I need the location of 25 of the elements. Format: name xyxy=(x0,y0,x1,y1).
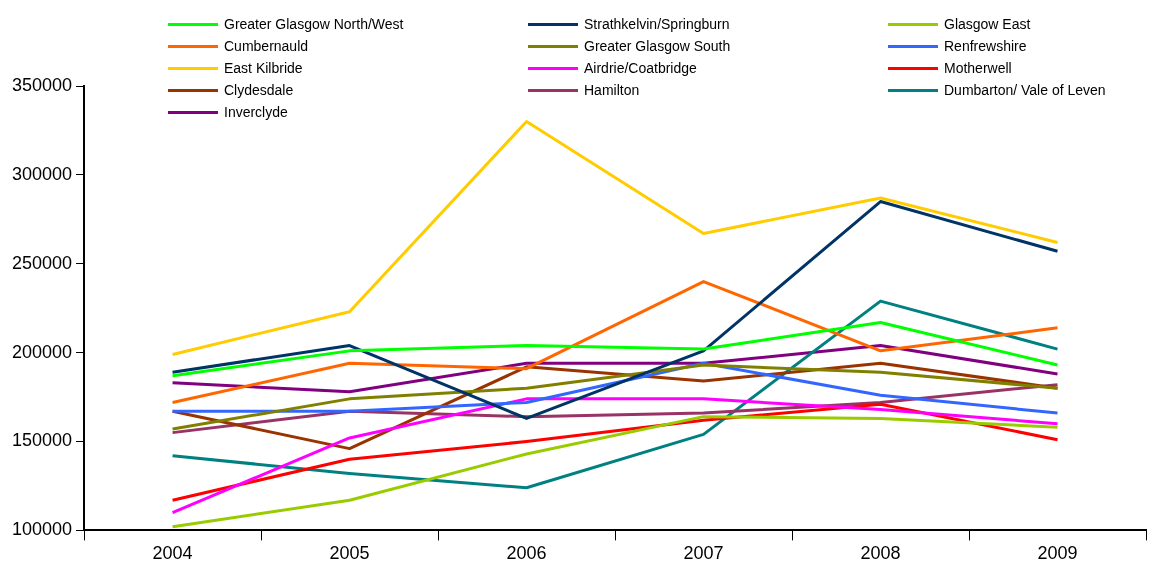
legend-label: Renfrewshire xyxy=(944,38,1027,54)
x-tick-label: 2006 xyxy=(506,543,547,564)
y-tick-label: 200000 xyxy=(11,341,73,362)
y-tick-label: 150000 xyxy=(11,430,73,451)
legend-label: Dumbarton/ Vale of Leven xyxy=(944,82,1106,98)
x-tick-label: 2009 xyxy=(1037,543,1078,564)
legend-label: Hamilton xyxy=(584,82,640,98)
legend-label: Strathkelvin/Springburn xyxy=(584,16,730,32)
legend-label: Motherwell xyxy=(944,60,1012,76)
x-tick-label: 2004 xyxy=(152,543,193,564)
legend-label: Glasgow East xyxy=(944,16,1031,32)
legend-label: Airdrie/Coatbridge xyxy=(584,60,697,76)
x-tick-label: 2007 xyxy=(683,543,724,564)
y-tick-label: 250000 xyxy=(11,252,73,273)
legend-label: Greater Glasgow North/West xyxy=(224,16,404,32)
legend-label: Clydesdale xyxy=(224,82,294,98)
y-tick-label: 350000 xyxy=(11,74,73,95)
legend-label: Greater Glasgow South xyxy=(584,38,731,54)
legend-label: Inverclyde xyxy=(224,104,288,120)
x-tick-label: 2005 xyxy=(329,543,370,564)
legend-label: Cumbernauld xyxy=(224,38,309,54)
legend-label: East Kilbride xyxy=(224,60,303,76)
y-tick-label: 300000 xyxy=(11,163,73,184)
x-tick-label: 2008 xyxy=(860,543,901,564)
y-tick-label: 100000 xyxy=(11,519,73,540)
